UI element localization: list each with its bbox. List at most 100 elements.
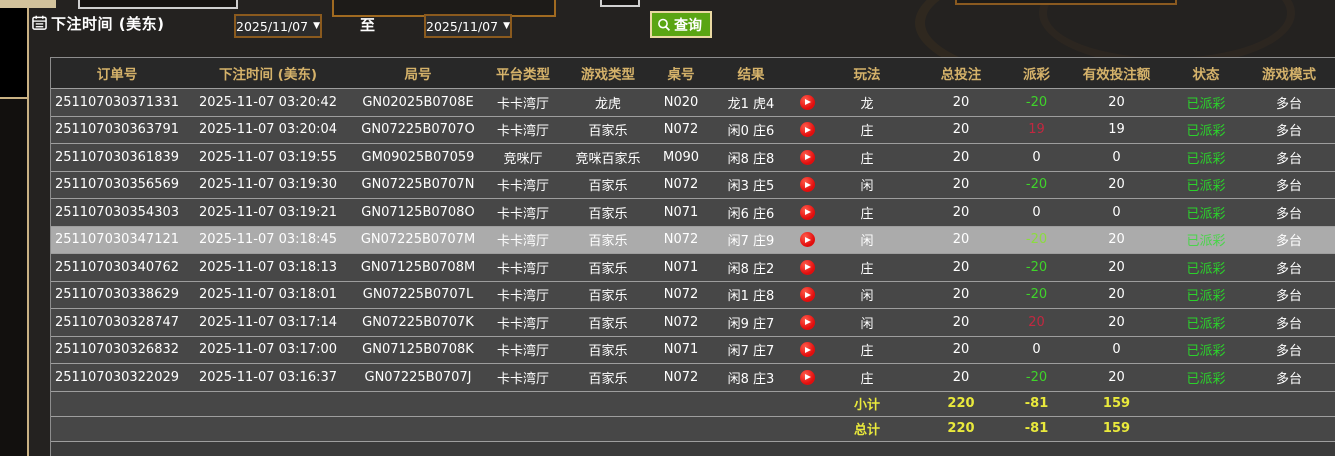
cell-time: 2025-11-07 03:17:14	[198, 314, 338, 330]
cell-payout: -20	[1025, 94, 1048, 110]
cell-play: 庄	[860, 206, 874, 222]
play-video-icon[interactable]	[799, 149, 815, 165]
cutoff-input-fragment	[78, 0, 238, 9]
play-video-icon[interactable]	[799, 287, 815, 303]
cell-round: GN07225B0707M	[360, 232, 476, 248]
cell-valid-bet: 20	[1108, 369, 1125, 385]
cell-play: 闲	[860, 289, 874, 305]
cell-game: 百家乐	[588, 289, 628, 305]
cell-play: 闲	[860, 234, 874, 250]
play-video-icon[interactable]	[799, 122, 815, 138]
cell-total-bet: 20	[952, 259, 970, 275]
cell-platform: 卡卡湾厅	[496, 344, 549, 360]
cell-platform: 卡卡湾厅	[496, 371, 549, 387]
cell-result: 闲8 庄3	[727, 371, 775, 387]
cell-mode: 多台	[1275, 206, 1302, 222]
grand-total-label: 总计	[853, 423, 880, 438]
cell-round: GM09025B07059	[361, 149, 475, 165]
cell-time: 2025-11-07 03:19:21	[198, 204, 338, 220]
cell-mode: 多台	[1275, 344, 1302, 360]
cell-play: 龙	[860, 96, 874, 112]
table-row[interactable]: 251107030328747 2025-11-07 03:17:14 GN07…	[51, 309, 1335, 337]
play-video-icon[interactable]	[799, 94, 815, 110]
cell-time: 2025-11-07 03:17:00	[198, 342, 338, 358]
left-divider-line-horizontal	[0, 97, 29, 99]
table-row[interactable]: 251107030371331 2025-11-07 03:20:42 GN02…	[51, 89, 1335, 117]
cell-valid-bet: 20	[1108, 314, 1125, 330]
play-video-icon[interactable]	[799, 314, 815, 330]
play-video-icon[interactable]	[799, 204, 815, 220]
table-row[interactable]: 251107030356569 2025-11-07 03:19:30 GN07…	[51, 171, 1335, 199]
table-body: 251107030371331 2025-11-07 03:20:42 GN02…	[51, 89, 1335, 392]
cell-order: 251107030361839	[54, 149, 180, 165]
cell-mode: 多台	[1275, 371, 1302, 387]
cell-time: 2025-11-07 03:20:04	[198, 122, 338, 138]
header-round: 局号	[404, 67, 432, 83]
date-to-select[interactable]: 2025/11/07 ▼	[424, 14, 512, 38]
cell-payout: -20	[1025, 259, 1048, 275]
subtotal-row: 小计 220 -81 159	[51, 391, 1335, 417]
table-row[interactable]: 251107030347121 2025-11-07 03:18:45 GN07…	[51, 226, 1335, 254]
table-header-row: 订单号 下注时间 (美东) 局号 平台类型 游戏类型 桌号 结果 玩法 总投注 …	[51, 58, 1335, 89]
bet-history-table: 订单号 下注时间 (美东) 局号 平台类型 游戏类型 桌号 结果 玩法 总投注 …	[50, 57, 1335, 456]
cell-valid-bet: 20	[1108, 287, 1125, 303]
query-button[interactable]: 查询	[650, 11, 712, 38]
date-from-select[interactable]: 2025/11/07 ▼	[234, 14, 322, 38]
cell-payout: -20	[1025, 369, 1048, 385]
cell-time: 2025-11-07 03:18:45	[198, 232, 338, 248]
cell-status: 已派彩	[1186, 124, 1226, 140]
table-row[interactable]: 251107030338629 2025-11-07 03:18:01 GN07…	[51, 281, 1335, 309]
cell-total-bet: 20	[952, 204, 970, 220]
cell-game: 百家乐	[588, 179, 628, 195]
cutoff-input-fragment-orange	[955, 0, 1177, 5]
chevron-down-icon: ▼	[503, 20, 510, 31]
cell-round: GN07225B0707N	[361, 177, 475, 193]
cell-platform: 卡卡湾厅	[496, 96, 549, 112]
cell-valid-bet: 0	[1112, 342, 1121, 358]
calendar-icon	[32, 15, 47, 30]
cell-valid-bet: 20	[1108, 232, 1125, 248]
play-video-icon[interactable]	[799, 177, 815, 193]
cell-valid-bet: 20	[1108, 94, 1125, 110]
cell-result: 闲7 庄9	[727, 234, 775, 250]
cell-mode: 多台	[1275, 316, 1302, 332]
cell-status: 已派彩	[1186, 289, 1226, 305]
cell-total-bet: 20	[952, 314, 970, 330]
cell-result: 闲8 庄8	[727, 151, 775, 167]
cell-platform: 卡卡湾厅	[496, 289, 549, 305]
table-row[interactable]: 251107030363791 2025-11-07 03:20:04 GN07…	[51, 116, 1335, 144]
table-row[interactable]: 251107030322029 2025-11-07 03:16:37 GN07…	[51, 364, 1335, 392]
cell-game: 龙虎	[594, 96, 621, 112]
cell-result: 闲6 庄6	[727, 206, 775, 222]
cell-payout: 0	[1032, 149, 1041, 165]
cell-order: 251107030328747	[54, 314, 180, 330]
play-video-icon[interactable]	[799, 342, 815, 358]
cell-total-bet: 20	[952, 149, 970, 165]
subtotal-total-bet: 220	[947, 396, 975, 411]
cell-play: 庄	[860, 371, 874, 387]
cell-play: 庄	[860, 344, 874, 360]
cell-table-no: N071	[663, 342, 699, 358]
cell-valid-bet: 19	[1108, 122, 1125, 138]
cell-time: 2025-11-07 03:18:01	[198, 287, 338, 303]
table-row[interactable]: 251107030326832 2025-11-07 03:17:00 GN07…	[51, 336, 1335, 364]
table-row[interactable]: 251107030340762 2025-11-07 03:18:13 GN07…	[51, 254, 1335, 282]
cell-order: 251107030356569	[54, 177, 180, 193]
play-video-icon[interactable]	[799, 232, 815, 248]
cell-table-no: M090	[662, 149, 700, 165]
play-video-icon[interactable]	[799, 259, 815, 275]
cell-time: 2025-11-07 03:16:37	[198, 369, 338, 385]
header-order: 订单号	[96, 67, 138, 83]
header-platform: 平台类型	[496, 67, 550, 83]
cell-game: 百家乐	[588, 261, 628, 277]
subtotal-valid-bet: 159	[1102, 396, 1131, 411]
search-icon	[658, 18, 671, 31]
grand-total-valid-bet: 159	[1102, 421, 1131, 436]
cell-payout: -20	[1025, 287, 1048, 303]
table-row[interactable]: 251107030354303 2025-11-07 03:19:21 GN07…	[51, 199, 1335, 227]
play-video-icon[interactable]	[799, 369, 815, 385]
cell-status: 已派彩	[1186, 234, 1226, 250]
cell-total-bet: 20	[952, 342, 970, 358]
table-row[interactable]: 251107030361839 2025-11-07 03:19:55 GM09…	[51, 144, 1335, 172]
